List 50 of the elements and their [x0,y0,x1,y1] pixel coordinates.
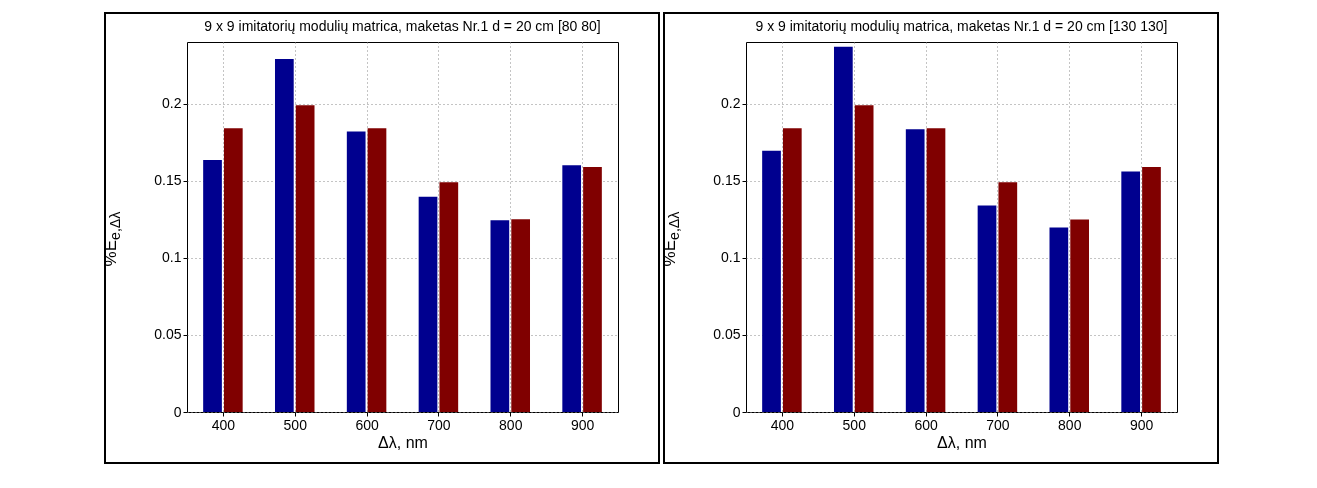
bar [418,196,438,412]
bar [762,150,781,412]
bar [998,182,1018,412]
bar [905,129,925,412]
x-axis-title: Δλ, nm [378,433,428,451]
bar [1070,219,1089,412]
bar [834,46,853,412]
bar [926,128,946,412]
bar [854,105,874,412]
x-tick-label: 600 [355,416,379,433]
y-tick-label: 0.2 [721,95,741,112]
bar [1049,227,1069,412]
bar [511,219,530,412]
y-tick-label: 0.15 [154,172,182,189]
y-tick-label: 0 [732,403,741,420]
x-tick-label: 700 [427,416,451,433]
bar [203,159,222,412]
x-tick-label: 400 [770,416,795,433]
x-tick-label: 500 [842,416,867,433]
bar [1142,166,1161,412]
x-tick-label: 400 [211,416,236,433]
bar [562,165,582,412]
bar [367,128,387,412]
x-tick-label: 800 [499,416,523,433]
y-tick-label: 0.1 [721,249,741,266]
y-tick-label: 0.05 [713,326,741,343]
chart-title: 9 x 9 imitatorių modulių matrica, maketas Nr.1 d = 20 cm [130 130] [755,18,1168,34]
x-tick-label: 600 [914,416,938,433]
chart-title: 9 x 9 imitatorių modulių matrica, maketas Nr.1 d = 20 cm [80 80] [204,18,601,34]
y-tick-label: 0.05 [154,326,182,343]
x-tick-label: 500 [283,416,308,433]
x-tick-label: 900 [1129,416,1154,433]
bar [583,166,602,412]
bar [977,205,997,412]
x-tick-label: 800 [1058,416,1082,433]
bar [346,131,366,412]
bar [490,220,510,412]
bar [275,58,294,412]
bar [439,182,459,412]
y-tick-label: 0 [173,403,182,420]
bar [223,128,243,412]
x-tick-label: 700 [986,416,1010,433]
y-tick-label: 0.1 [162,249,182,266]
y-tick-label: 0.15 [713,172,741,189]
y-tick-label: 0.2 [162,95,182,112]
x-axis-title: Δλ, nm [937,433,987,451]
bar [1121,171,1141,412]
bar [295,105,315,412]
bar [782,128,802,412]
x-tick-label: 900 [570,416,595,433]
